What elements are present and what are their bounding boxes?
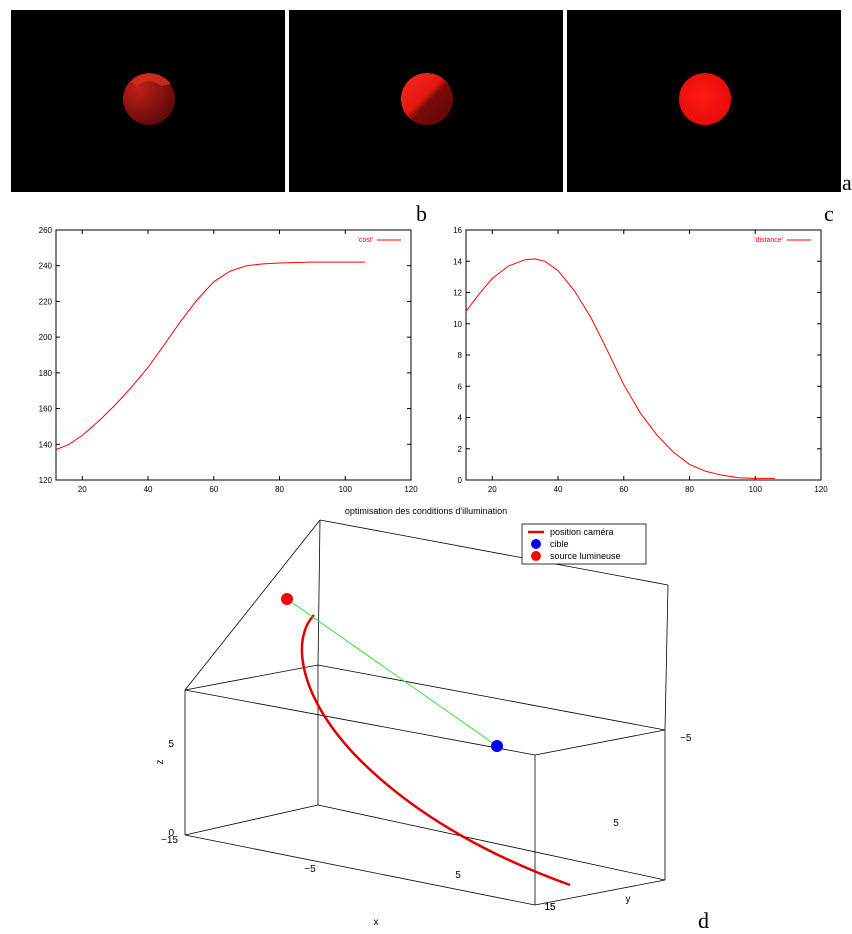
legend-label: 'cost' [357,237,373,244]
y-tick-label: 0 [458,476,463,485]
plot-frame [465,229,822,481]
sphere-panel-b [289,10,563,192]
box-edge [184,804,319,836]
x-axis-label: x [374,917,379,928]
x-tick-label: −5 [304,864,316,875]
x-tick-label: 100 [749,485,763,494]
y-tick-label: 180 [39,369,53,378]
y-axis-label: y [626,894,631,905]
y-tick-label: 6 [458,382,463,391]
y-tick-label: 140 [39,440,53,449]
y-tick-label: 220 [39,297,53,306]
x-tick-label: 15 [544,902,556,913]
sphere-c-image [679,73,731,125]
z-tick-label: 5 [168,739,174,750]
sphere-b-image [401,73,453,125]
box-edge [319,519,669,586]
series-line [55,261,365,451]
illumination-3d-plot: optimisation des conditions d'illuminati… [155,506,692,928]
box-edge [317,519,321,666]
y-tick-label: 4 [458,414,463,423]
z-tick-label: 0 [168,828,174,839]
label-a: a [842,170,852,195]
light-to-target-line [286,598,498,747]
legend-swatch [531,539,541,549]
y-tick-label: 160 [39,405,53,414]
y-tick-label: 8 [458,351,463,360]
x-tick-label: 120 [814,485,828,494]
box-edge [534,879,666,906]
sphere-panel-c [567,10,841,192]
y-tick-label: −5 [680,733,692,744]
y-tick-label: 15 [544,902,556,913]
y-tick-label: 120 [39,476,53,485]
light-source-dot [281,593,293,605]
y-tick-label: 10 [453,320,462,329]
camera-path [300,614,571,887]
box-edge [317,664,666,731]
y-tick-label: 16 [453,226,462,235]
sphere-c [679,73,731,125]
x-tick-label: 60 [209,485,218,494]
x-tick-label: −15 [161,835,178,846]
box-edge [184,519,321,691]
label-d: d [698,908,709,933]
target-dot [491,740,503,752]
label-c: c [824,201,834,226]
x-tick-label: 80 [275,485,284,494]
legend-label: 'distance' [754,237,783,244]
cost-chart: 120 140 160 180 200 220 240 260 20 40 60 80 100 120 'c… [39,226,419,494]
legend-label: source lumineuse [550,551,621,561]
x-tick-label: 80 [685,485,694,494]
x-tick-label: 40 [554,485,563,494]
series-line [465,258,775,479]
x-tick-label: 100 [339,485,353,494]
y-tick-label: 240 [39,262,53,271]
label-b: b [416,201,427,226]
y-tick-label: 200 [39,333,53,342]
legend-label: position caméra [550,527,614,537]
box-edge [317,804,666,881]
legend-box [521,523,647,565]
sphere-a-image [123,73,175,125]
sphere-b [401,73,453,125]
x-tick-label: 120 [404,485,418,494]
y-tick-label: 12 [453,289,462,298]
y-tick-label: 5 [613,818,619,829]
y-tick-label: 14 [453,257,462,266]
x-tick-label: 20 [78,485,87,494]
legend-label: cible [550,539,569,549]
x-tick-label: 5 [455,870,461,881]
x-tick-label: 60 [619,485,628,494]
x-tick-label: 40 [144,485,153,494]
z-axis-label: z [155,760,166,765]
box-edge [534,729,666,756]
box-edge [184,664,319,691]
y-tick-label: 260 [39,226,53,235]
box-edge [664,584,669,731]
x-tick-label: 20 [488,485,497,494]
chart-title: optimisation des conditions d'illuminati… [345,506,507,516]
box-edge [184,834,536,906]
sphere-a [123,73,175,125]
plot-frame [55,229,412,481]
sphere-panel-a [11,10,285,192]
legend-swatch [531,551,541,561]
y-tick-label: 2 [458,445,463,454]
distance-chart: 0 2 4 6 8 10 12 14 16 20 40 60 80 100 120 'distance' [453,226,828,494]
box-edge [184,689,536,756]
